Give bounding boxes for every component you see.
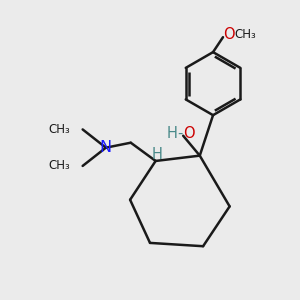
Text: CH₃: CH₃ (48, 159, 70, 172)
Text: O: O (223, 27, 235, 42)
Text: O: O (183, 126, 194, 141)
Text: CH₃: CH₃ (235, 28, 256, 41)
Text: H: H (152, 148, 163, 163)
Text: -: - (177, 126, 182, 141)
Text: H: H (167, 126, 178, 141)
Text: CH₃: CH₃ (48, 123, 70, 136)
Text: N: N (100, 140, 112, 155)
